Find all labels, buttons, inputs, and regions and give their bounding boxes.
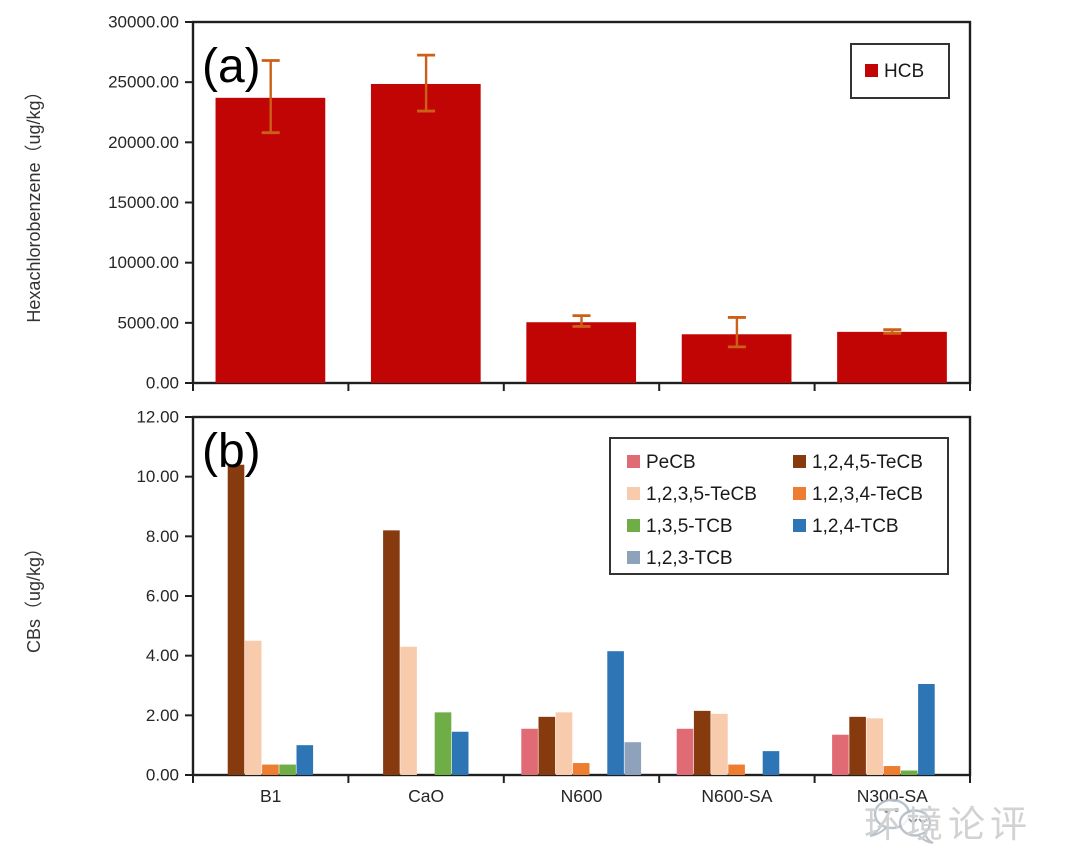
panel-label: (a) bbox=[202, 40, 261, 93]
legend-label-PeCB: PeCB bbox=[646, 452, 696, 473]
y-tick-label: 25000.00 bbox=[108, 73, 179, 92]
bar-1,3,5-TCB bbox=[900, 770, 918, 775]
legend-box bbox=[609, 437, 949, 575]
y-tick-label: 10000.00 bbox=[108, 253, 179, 272]
panel-a-chart: 0.00 5000.00 10000.00 15000.00 20000.00 25000… bbox=[24, 13, 972, 393]
y-tick-label: 5000.00 bbox=[118, 313, 179, 332]
legend-label-1,2,4-TCB: 1,2,4-TCB bbox=[812, 516, 899, 537]
x-tick-label: CaO bbox=[408, 786, 444, 806]
bar-1,2,4-TCB bbox=[296, 745, 314, 775]
legend-label-1,3,5-TCB: 1,3,5-TCB bbox=[646, 516, 733, 537]
x-tick-label: N600-SA bbox=[701, 786, 772, 806]
bar-1,2,4-TCB bbox=[451, 731, 469, 775]
bar-1,3,5-TCB bbox=[279, 764, 296, 775]
bar-1,2,4-TCB bbox=[607, 651, 624, 775]
bar-1,2,3,5-TeCB bbox=[711, 713, 728, 775]
bar-1,2,4,5-TeCB bbox=[849, 716, 866, 775]
bar-HCB bbox=[526, 322, 637, 383]
bar-1,2,4-TCB bbox=[762, 751, 780, 775]
legend-swatch-1,3,5-TCB bbox=[627, 519, 640, 532]
bar-1,2,3,4-TeCB bbox=[728, 764, 745, 775]
watermark: 环境论评 bbox=[862, 788, 1080, 854]
x-tick-label: N300-SA bbox=[857, 786, 928, 806]
legend-swatch-PeCB bbox=[627, 455, 640, 468]
legend-label-1,2,3,4-TeCB: 1,2,3,4-TeCB bbox=[812, 484, 923, 505]
bar-HCB bbox=[215, 97, 326, 383]
bar-1,2,3,5-TeCB bbox=[244, 640, 262, 775]
legend-label-1,2,4,5-TeCB: 1,2,4,5-TeCB bbox=[812, 452, 923, 473]
legend-swatch-1,2,3,5-TeCB bbox=[627, 487, 640, 500]
legend-swatch-HCB bbox=[865, 64, 878, 77]
y-tick-label: 8.00 bbox=[146, 527, 179, 546]
bar-1,2,3,5-TeCB bbox=[866, 718, 884, 775]
bar-1,2,4,5-TeCB bbox=[693, 710, 711, 775]
legend-label-1,2,3,5-TeCB: 1,2,3,5-TeCB bbox=[646, 484, 757, 505]
y-tick-label: 15000.00 bbox=[108, 193, 179, 212]
bar-PeCB bbox=[676, 728, 694, 775]
legend-swatch-1,2,3,4-TeCB bbox=[793, 487, 806, 500]
bar-HCB bbox=[370, 83, 481, 383]
bar-1,2,4-TCB bbox=[918, 684, 935, 775]
bar-1,2,3,4-TeCB bbox=[883, 766, 901, 775]
y-tick-label: 6.00 bbox=[146, 587, 179, 606]
y-tick-label: 30000.00 bbox=[108, 13, 179, 32]
y-tick-label: 10.00 bbox=[136, 467, 179, 486]
y-tick-label: 20000.00 bbox=[108, 133, 179, 152]
bar-1,2,3,5-TeCB bbox=[400, 646, 417, 775]
panel-label: (b) bbox=[202, 425, 261, 478]
y-axis-title: Hexachlorobenzene（ug/kg） bbox=[24, 82, 44, 322]
watermark-text: 环境论评 bbox=[864, 804, 1032, 845]
y-tick-label: 12.00 bbox=[136, 408, 179, 427]
legend-label-1,2,3-TCB: 1,2,3-TCB bbox=[646, 548, 733, 569]
y-tick-label: 0.00 bbox=[146, 374, 179, 393]
bar-HCB bbox=[837, 331, 947, 383]
wechat-logo-icon bbox=[869, 798, 934, 844]
panel-b-chart: 0.00 2.00 4.00 6.00 8.00 10.00 12.00 B1 CaO N600 N… bbox=[24, 408, 972, 806]
y-tick-label: 0.00 bbox=[146, 766, 179, 785]
legend-swatch-1,2,3-TCB bbox=[627, 551, 640, 564]
legend-swatch-1,2,4,5-TeCB bbox=[793, 455, 806, 468]
bar-1,2,4,5-TeCB bbox=[227, 464, 245, 775]
bar-1,3,5-TCB bbox=[434, 712, 452, 775]
x-tick-label: B1 bbox=[260, 786, 281, 806]
bar-1,2,4,5-TeCB bbox=[383, 530, 400, 775]
y-tick-label: 2.00 bbox=[146, 706, 179, 725]
bar-PeCB bbox=[521, 728, 538, 775]
bar-1,2,3-TCB bbox=[624, 742, 642, 775]
bar-1,2,3,5-TeCB bbox=[555, 712, 573, 775]
bar-1,2,3,4-TeCB bbox=[262, 764, 279, 775]
legend-swatch-1,2,4-TCB bbox=[793, 519, 806, 532]
y-tick-label: 4.00 bbox=[146, 646, 179, 665]
bar-1,2,4,5-TeCB bbox=[538, 716, 556, 775]
x-tick-label: N600 bbox=[561, 786, 603, 806]
y-axis-title: CBs（ug/kg） bbox=[24, 539, 44, 653]
legend-label-HCB: HCB bbox=[884, 61, 924, 82]
bar-1,2,3,4-TeCB bbox=[572, 763, 590, 775]
bar-PeCB bbox=[832, 734, 849, 775]
